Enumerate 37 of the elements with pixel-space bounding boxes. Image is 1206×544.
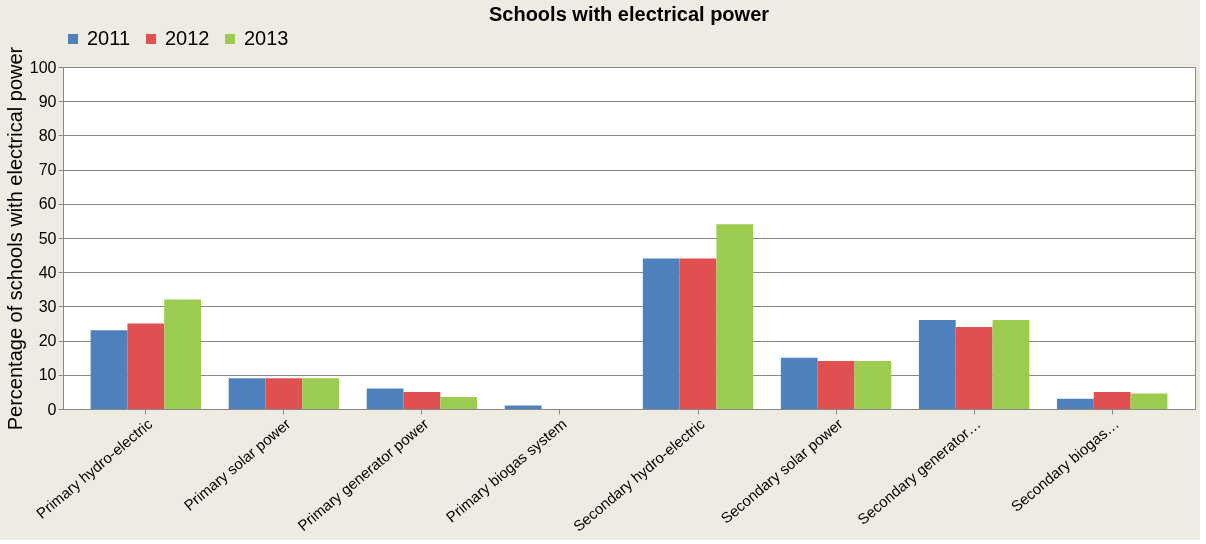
bar [164,299,202,409]
bar [1130,393,1168,409]
bar [918,320,956,409]
bar [403,391,441,409]
bar [228,378,266,409]
y-tick-label: 40 [38,263,57,281]
bar [127,323,165,409]
bar [854,361,892,409]
y-tick-label: 50 [38,229,57,247]
y-axis-title: Percentage of schools with electrical power [3,46,26,431]
y-tick-label: 0 [47,400,57,418]
legend-label: 2011 [87,27,131,49]
y-tick-label: 30 [38,297,57,315]
bar [440,397,478,409]
bar [90,330,128,409]
y-tick-label: 90 [38,92,57,110]
bar [716,224,754,409]
y-tick-label: 60 [38,195,57,213]
bar [302,378,340,409]
y-tick-label: 100 [29,58,57,76]
y-tick-label: 70 [38,161,57,179]
y-tick-label: 20 [38,332,57,350]
bar [679,258,717,409]
bar [265,378,303,409]
y-tick-label: 10 [38,366,57,384]
bar [1056,398,1094,409]
y-tick-label: 80 [38,126,57,144]
bar [642,258,680,409]
chart-title: Schools with electrical power [488,3,770,25]
bar [1093,391,1131,409]
legend-label: 2013 [244,27,289,49]
bar [780,357,818,409]
legend-label: 2012 [165,27,210,49]
bar [992,320,1030,409]
bar [817,361,855,409]
bar [366,388,404,409]
bar [955,326,993,409]
